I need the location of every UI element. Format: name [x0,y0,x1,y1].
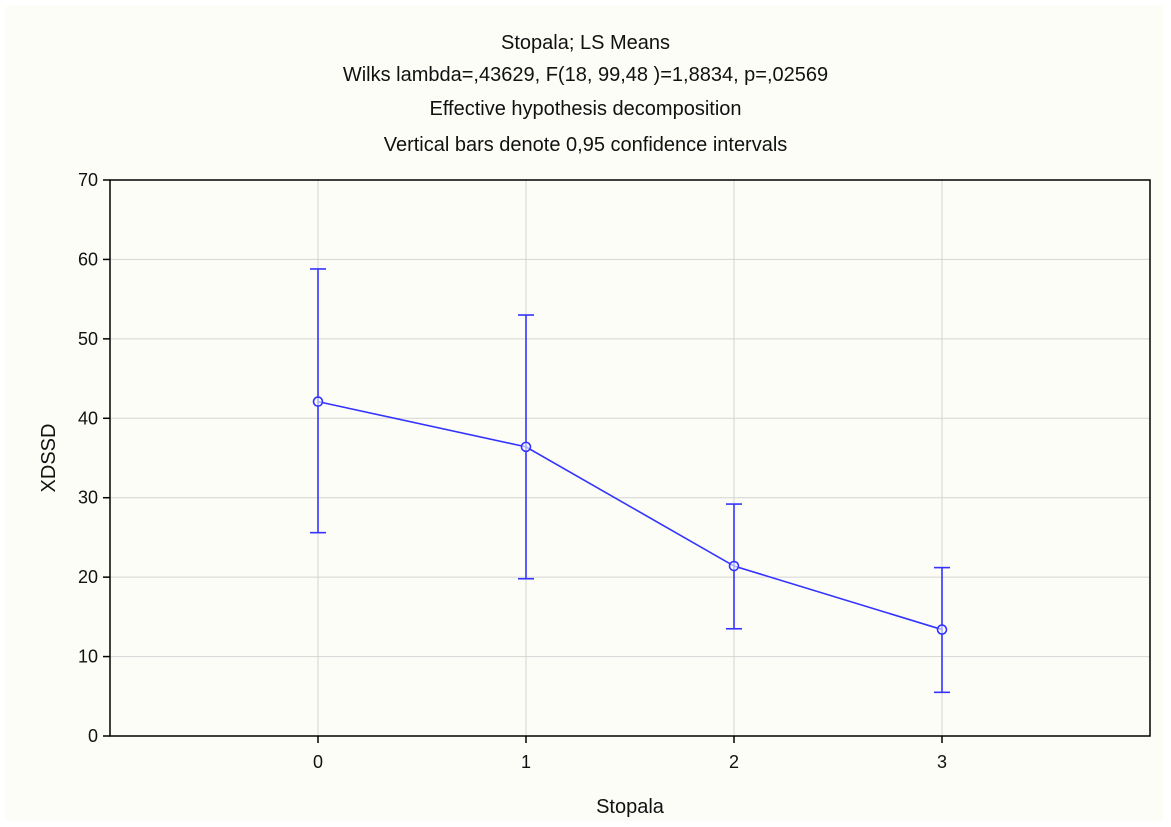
series-group [310,268,950,694]
chart-frame [6,6,1163,821]
data-point [520,441,532,453]
data-point [728,560,740,572]
data-point [936,624,948,635]
x-tick-label: 3 [937,752,947,772]
plot-area [109,179,1151,737]
y-tick-label: 70 [78,170,98,190]
x-axis-label: Stopala [596,796,665,818]
chart-subtitle-decomposition: Effective hypothesis decomposition [429,98,742,120]
grid-lines [110,180,1150,736]
x-tick-label: 1 [521,752,531,772]
y-tick-label: 60 [78,249,98,269]
y-tick-label: 30 [78,488,98,508]
chart-subtitle-ci-note: Vertical bars denote 0,95 confidence int… [383,134,788,156]
y-axis-ticks: 0 10 20 30 40 50 60 70 [78,170,110,746]
chart-subtitle-stats: Wilks lambda=,43629, F(18, 99,48 )=1,883… [342,64,829,86]
x-axis-ticks: 0 1 2 3 [313,736,947,772]
x-tick-label: 2 [729,752,739,772]
data-point [312,396,324,407]
y-tick-label: 40 [78,408,98,428]
y-tick-label: 50 [78,329,98,349]
y-tick-label: 10 [78,647,98,667]
y-axis-label: XDSSD [38,424,60,493]
x-tick-label: 0 [313,752,323,772]
y-tick-label: 20 [78,567,98,587]
y-tick-label: 0 [88,726,98,746]
series-line [317,400,943,631]
chart-title: Stopala; LS Means [501,32,670,54]
